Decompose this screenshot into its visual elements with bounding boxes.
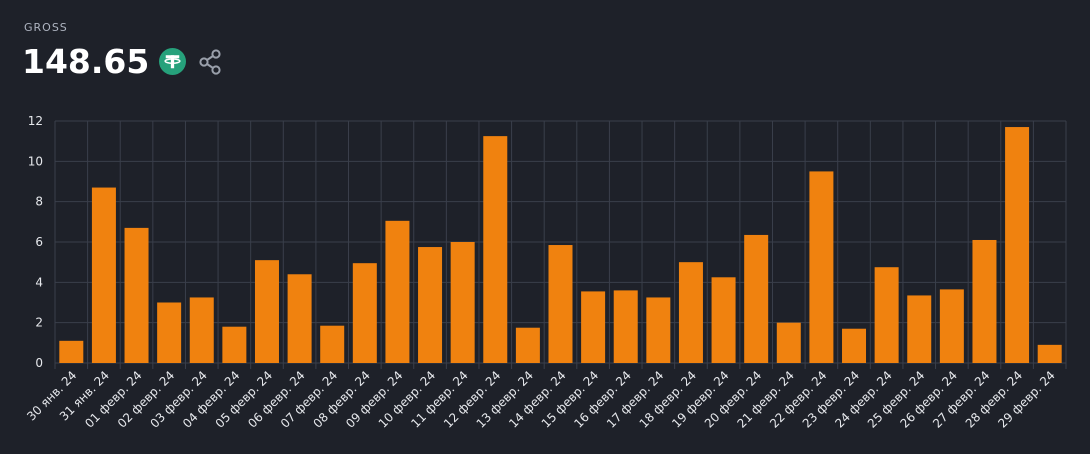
bar [613, 290, 638, 363]
gross-value-row: 148.65 [22, 42, 223, 81]
y-tick-label: 0 [35, 356, 43, 370]
bar [287, 274, 312, 363]
bar [254, 260, 279, 363]
y-tick-label: 2 [35, 316, 43, 330]
bar [907, 295, 932, 363]
bar [646, 297, 671, 363]
bar [678, 262, 703, 363]
bar [711, 277, 736, 363]
y-tick-label: 10 [28, 154, 43, 168]
share-icon[interactable] [197, 48, 223, 76]
bar [385, 220, 410, 363]
bar [124, 227, 149, 363]
bar [189, 297, 214, 363]
bar [776, 322, 801, 363]
bar [809, 171, 834, 363]
gross-label: GROSS [24, 21, 68, 34]
bar [320, 325, 345, 363]
bar [157, 302, 182, 363]
bar [222, 326, 247, 363]
bar [744, 234, 769, 363]
bar [842, 328, 867, 363]
y-tick-label: 6 [35, 235, 43, 249]
bar [352, 263, 377, 363]
y-tick-label: 8 [35, 195, 43, 209]
bar [483, 136, 508, 363]
bar [972, 239, 997, 363]
bar [939, 289, 964, 363]
bar [1005, 127, 1030, 363]
y-tick-label: 12 [28, 114, 43, 128]
bar [91, 187, 116, 363]
bar [418, 247, 443, 363]
bar [1037, 344, 1062, 363]
bar [59, 340, 84, 363]
bar [515, 327, 540, 363]
gross-value: 148.65 [22, 42, 150, 81]
bar [450, 242, 475, 363]
bar [581, 291, 606, 363]
bar [548, 245, 573, 363]
tether-usdt-icon [159, 48, 187, 75]
bar [874, 267, 899, 363]
y-tick-label: 4 [35, 275, 43, 289]
